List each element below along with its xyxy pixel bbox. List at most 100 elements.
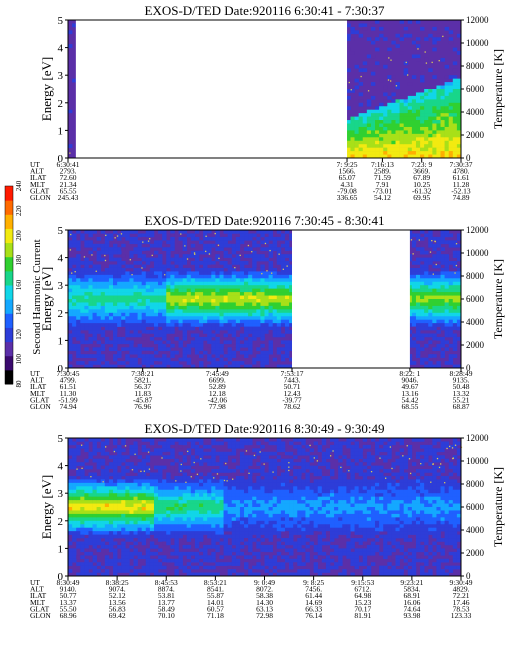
temperature-mark (452, 457, 454, 460)
y-tick-label: 5 (58, 15, 64, 27)
table-value: 58.49 (158, 604, 175, 613)
row-label: ALT (30, 585, 44, 594)
table-value: 54.42 (401, 395, 418, 404)
table-value: 7:23: 9 (411, 160, 432, 169)
table-value: 49.67 (401, 382, 418, 391)
table-value: 74.89 (453, 193, 470, 202)
table-value: 74.64 (403, 604, 420, 613)
colorbar-tick-label: 200 (15, 230, 23, 241)
y2-axis-label: Temperature [K] (491, 259, 505, 339)
table-value: 7:45:49 (206, 369, 229, 378)
table-value: 76.14 (305, 611, 322, 620)
colorbar-tick-label: 220 (15, 205, 23, 216)
temperature-mark (379, 457, 381, 459)
temperature-mark (131, 274, 133, 276)
temperature-mark (288, 462, 290, 464)
table-value: 81.91 (354, 611, 371, 620)
table-value: 55.87 (207, 591, 224, 600)
table-value: 11.28 (453, 180, 470, 189)
temperature-mark (429, 251, 432, 253)
panel-2: EXOS-D/TED Date:920116 7:30:45 - 8:30:41… (30, 213, 505, 411)
temperature-mark (395, 85, 398, 87)
temperature-mark (412, 253, 414, 255)
temperature-mark (248, 472, 250, 474)
table-value: 7.91 (376, 180, 389, 189)
temperature-mark (120, 233, 123, 235)
table-value: 13.32 (453, 389, 470, 398)
temperature-mark (388, 57, 390, 59)
table-value: -42.06 (208, 395, 228, 404)
temperature-mark (148, 468, 151, 470)
orbit-table: UT 8:30:49 8:38:25 8:45:53 8:53:21 9: 0:49 9: … (30, 576, 473, 620)
temperature-mark (253, 454, 256, 457)
temperature-mark (251, 251, 253, 253)
table-value: 14.30 (256, 598, 273, 607)
y2-tick-label: 6000 (466, 502, 485, 512)
colorbar-tick-label: 120 (15, 329, 23, 340)
table-value: 65.07 (339, 173, 356, 182)
table-value: 76.96 (134, 402, 151, 411)
temperature-mark (91, 254, 93, 256)
y2-tick-label: 10000 (466, 248, 489, 258)
temperature-mark (216, 473, 219, 475)
temperature-mark (438, 60, 440, 62)
colorbar-segment (5, 341, 13, 357)
temperature-mark (234, 267, 236, 269)
table-value: 9140. (60, 585, 77, 594)
panel-3: EXOS-D/TED Date:920116 8:30:49 - 9:30:49… (30, 421, 505, 620)
table-value: 68.87 (453, 402, 470, 411)
temperature-mark (141, 267, 143, 269)
data-gap (75, 20, 348, 158)
temperature-mark (102, 481, 104, 483)
temperature-mark (432, 463, 434, 465)
temperature-mark (340, 466, 342, 469)
table-value: 14.01 (207, 598, 224, 607)
y-tick-label: 2 (58, 308, 64, 320)
temperature-mark (263, 463, 265, 465)
table-value: 123.33 (451, 611, 472, 620)
row-label: GLON (30, 611, 51, 620)
colorbar-segment (5, 214, 13, 229)
table-value: 4.31 (340, 180, 353, 189)
table-value: -51.99 (58, 395, 78, 404)
table-value: 58.38 (256, 591, 273, 600)
table-value: 63.13 (256, 604, 273, 613)
temperature-mark (309, 444, 311, 447)
y2-tick-label: 4000 (466, 525, 485, 535)
y2-tick-label: 8000 (466, 61, 485, 71)
row-label: GLAT (30, 604, 50, 613)
temperature-mark (444, 482, 446, 484)
temperature-mark (76, 468, 78, 470)
table-value: -45.87 (133, 395, 153, 404)
table-value: 12.43 (284, 389, 301, 398)
y2-tick-label: 6000 (466, 84, 485, 94)
table-value: 7:30:45 (57, 369, 80, 378)
temperature-mark (184, 245, 186, 247)
row-label: MLT (30, 389, 46, 398)
temperature-mark (113, 450, 116, 453)
colorbar-segment (5, 270, 13, 286)
table-value: 16.06 (403, 598, 420, 607)
temperature-mark (418, 239, 420, 241)
y-tick-label: 4 (58, 253, 64, 265)
y-tick-label: 1 (58, 125, 64, 137)
table-value: 3669. (413, 167, 430, 176)
table-value: 61.44 (305, 591, 322, 600)
table-value: 15.23 (354, 598, 371, 607)
temperature-mark (435, 263, 437, 266)
colorbar-tick-label: 160 (15, 279, 23, 290)
temperature-mark (434, 240, 436, 243)
temperature-mark (161, 457, 163, 459)
table-value: 7:16:13 (371, 160, 394, 169)
table-value: 93.98 (403, 611, 420, 620)
temperature-mark (214, 232, 216, 235)
row-label: ILAT (30, 382, 47, 391)
temperature-mark (449, 445, 451, 448)
temperature-mark (151, 254, 153, 257)
y-tick-label: 3 (58, 488, 64, 500)
table-value: 7:38:21 (131, 369, 154, 378)
table-value: 245.43 (58, 193, 79, 202)
panel-title: EXOS-D/TED Date:920116 6:30:41 - 7:30:37 (145, 3, 385, 18)
y2-tick-label: 0 (466, 153, 471, 163)
y-tick-label: 3 (58, 280, 64, 292)
